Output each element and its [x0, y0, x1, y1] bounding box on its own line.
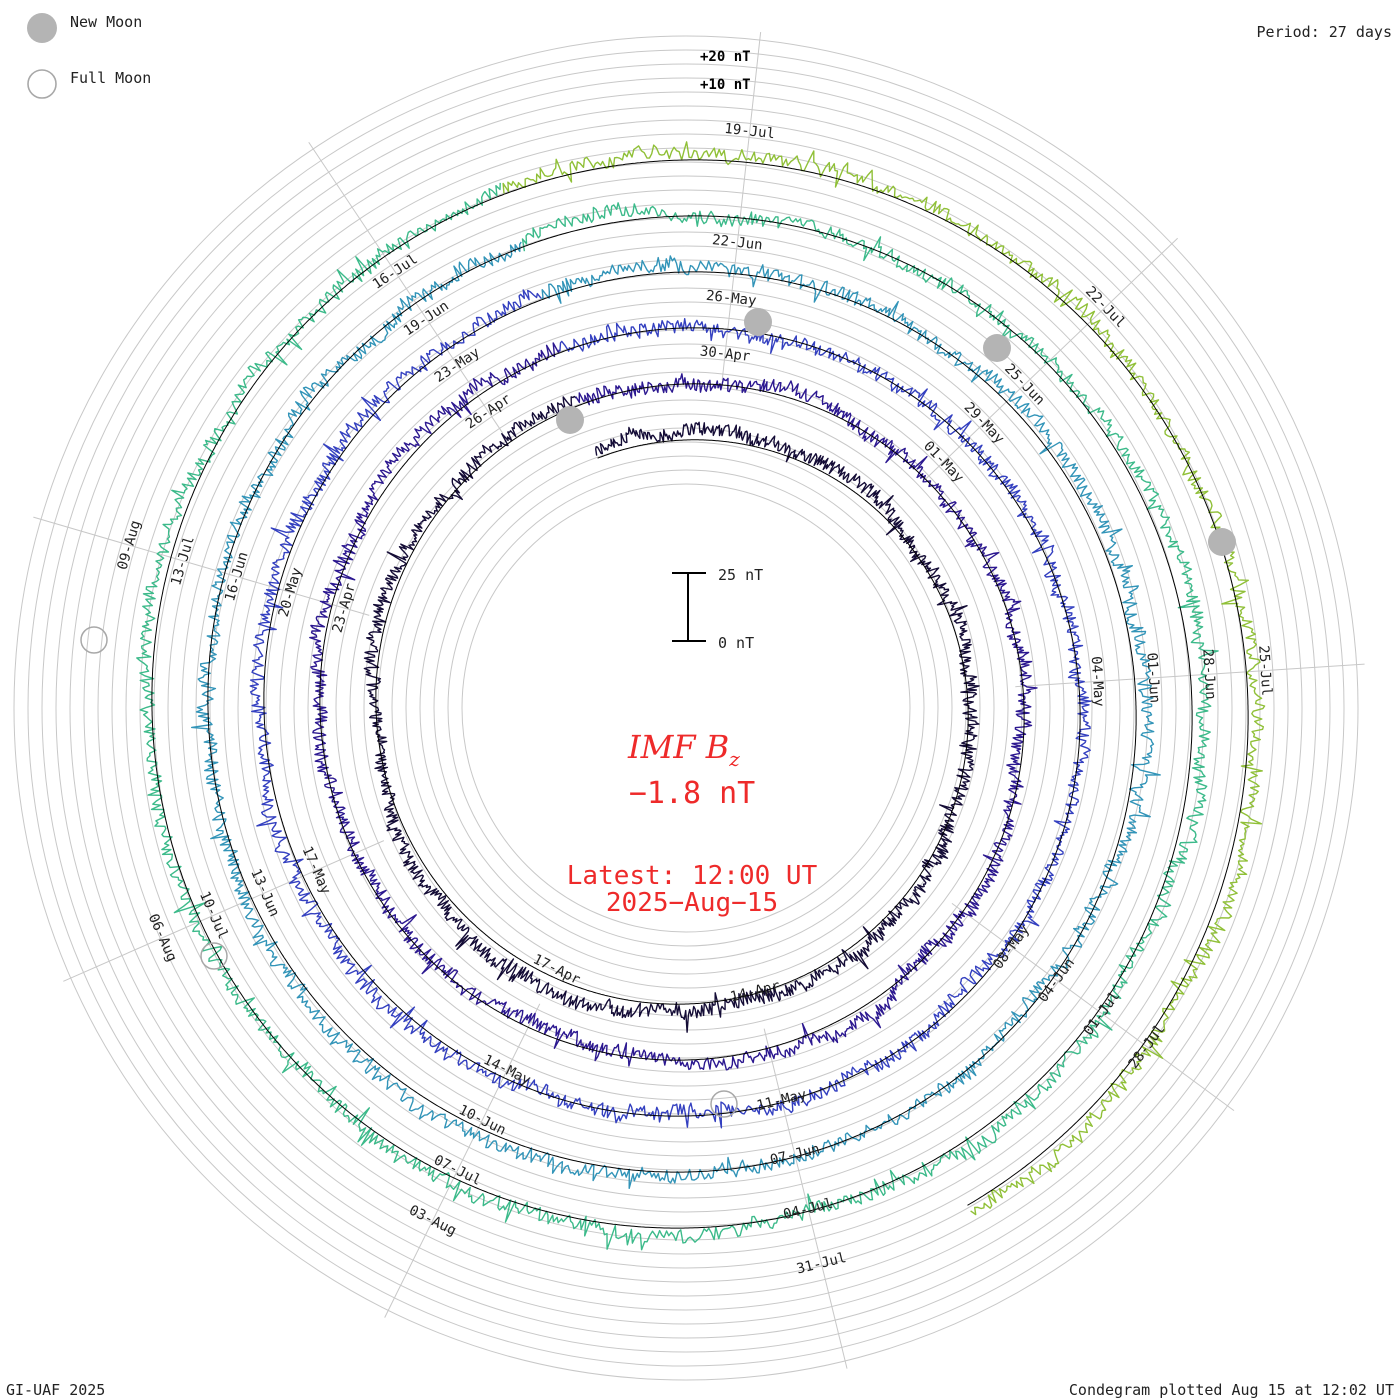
cycle-trace-2	[309, 342, 1038, 1071]
grid-ring	[181, 203, 1191, 1213]
latest-time: Latest: 12:00 UT	[567, 861, 818, 891]
grid-ring	[405, 427, 967, 989]
new-moon-icon	[27, 13, 57, 43]
legend-full-moon: Full Moon	[70, 69, 151, 87]
legend-new-moon: New Moon	[70, 13, 142, 31]
grid-ring	[419, 441, 953, 975]
grid-ring	[237, 259, 1135, 1157]
tick-label: 13-Jun	[247, 867, 282, 920]
grid-ring	[307, 329, 1065, 1087]
grid-ring	[349, 371, 1023, 1045]
grid-ring	[55, 77, 1317, 1339]
full-moon-marker	[710, 1090, 738, 1118]
footer-credit: GI-UAF 2025	[6, 1381, 105, 1399]
tick-label: 30-Apr	[699, 343, 751, 364]
cycle-trace-1	[363, 395, 980, 1033]
tick-label: 13-Jul	[168, 534, 198, 587]
tick-label: 06-Aug	[145, 912, 180, 965]
date-spoke	[763, 1028, 848, 1369]
tick-label: 25-Jun	[1001, 361, 1048, 409]
chart-title: IMF Bz	[627, 728, 740, 771]
grid-ring	[461, 483, 911, 933]
moon-markers	[80, 308, 1236, 1118]
zero-baseline	[319, 352, 1025, 1061]
grid-ring	[153, 175, 1219, 1241]
tick-label: 01-Jun	[1143, 652, 1162, 704]
grid-ring	[41, 63, 1331, 1353]
tick-label: 07-Jun	[768, 1141, 821, 1169]
tick-label: 19-Jul	[724, 121, 776, 142]
zero-baselines	[151, 159, 1249, 1229]
grid-ring	[13, 35, 1359, 1381]
grid-ring	[433, 455, 939, 961]
grid-ring	[27, 49, 1345, 1367]
full-moon-marker	[200, 942, 228, 970]
zero-baseline	[207, 246, 1137, 1173]
grid-ring	[447, 469, 925, 947]
tick-label: 22-Jun	[711, 232, 763, 253]
grid-ring	[265, 287, 1107, 1129]
grid-ring	[293, 315, 1079, 1101]
full-moon-icon	[27, 69, 57, 99]
grid-ring	[97, 119, 1275, 1297]
tick-label: 25-Jul	[1255, 645, 1274, 697]
date-spoke	[33, 516, 370, 616]
tick-label: 28-Jun	[1199, 648, 1218, 700]
tick-label: 22-Jul	[1082, 284, 1129, 332]
new-moon-marker	[556, 406, 584, 434]
zero-baseline	[263, 299, 1081, 1117]
date-spoke	[951, 902, 1235, 1111]
current-value: −1.8 nT	[629, 776, 755, 811]
new-moon-marker	[983, 334, 1011, 362]
date-spoke	[308, 141, 504, 434]
zero-baseline	[504, 159, 1249, 1206]
footer-plot-time: Condegram plotted Aug 15 at 12:02 UT	[1069, 1381, 1394, 1399]
cycle-trace-4	[191, 241, 1161, 1189]
zero-baseline	[151, 193, 1193, 1229]
scale-bar	[672, 572, 706, 642]
cycle-trace-3	[249, 289, 1092, 1129]
date-spoke	[63, 840, 385, 982]
grid-ring	[223, 245, 1149, 1171]
tick-label: 31-Jul	[795, 1250, 848, 1278]
grid-ring	[391, 413, 981, 1003]
period-label: Period: 27 days	[1257, 23, 1392, 41]
grid-ring	[209, 231, 1163, 1185]
grid-ring	[83, 105, 1289, 1311]
grid-ring	[139, 161, 1233, 1255]
grid-ring	[69, 91, 1303, 1325]
grid-ring	[125, 147, 1247, 1269]
tick-label: 03-Aug	[406, 1202, 458, 1239]
ring-scale-plus10: +10 nT	[700, 77, 751, 93]
grid-ring	[335, 357, 1037, 1059]
grid-ring	[111, 133, 1261, 1283]
tick-label: 04-May	[1088, 656, 1107, 708]
ring-scale-plus20: +20 nT	[700, 49, 751, 65]
date-spoke	[721, 32, 762, 381]
scale-top-label: 25 nT	[718, 566, 763, 584]
tick-label: 20-May	[276, 566, 306, 619]
scale-bottom-label: 0 nT	[718, 634, 754, 652]
full-moon-marker	[80, 626, 108, 654]
tick-label: 09-Aug	[115, 519, 145, 572]
tick-label: 10-Jul	[196, 889, 231, 942]
grid-ring	[195, 217, 1177, 1199]
cycle-trace-6	[502, 141, 1266, 1216]
new-moon-marker	[744, 308, 772, 336]
zero-baseline	[375, 404, 969, 1005]
grid-ring	[377, 399, 995, 1017]
date-spoke	[384, 1003, 541, 1318]
grid-rings	[13, 35, 1359, 1381]
tick-label: 26-May	[705, 288, 757, 309]
new-moon-marker	[1208, 528, 1236, 556]
tick-label: 01-May	[920, 438, 967, 486]
latest-date: 2025−Aug−15	[606, 888, 778, 918]
tick-label: 17-May	[299, 844, 334, 897]
